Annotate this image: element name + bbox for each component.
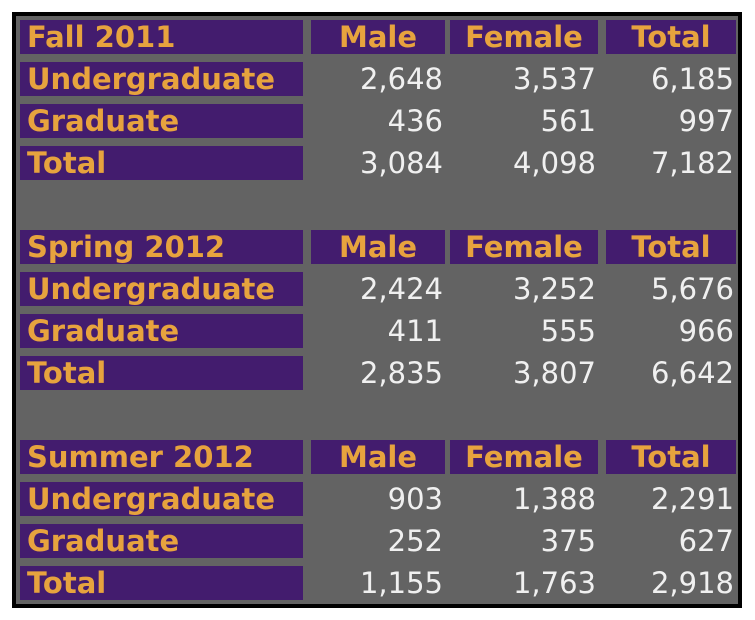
male-value: 1,155 xyxy=(359,566,443,600)
male-value: 3,084 xyxy=(359,146,443,180)
male-value: 411 xyxy=(387,314,443,348)
column-header-female: Female xyxy=(450,230,598,264)
female-value: 4,098 xyxy=(512,146,596,180)
total-value: 5,676 xyxy=(650,272,734,306)
column-header-total: Total xyxy=(606,230,736,264)
section-term-heading: Spring 2012 xyxy=(20,230,303,264)
column-header-male: Male xyxy=(311,440,445,474)
row-label: Undergraduate xyxy=(20,62,303,96)
total-value: 2,918 xyxy=(650,566,734,600)
total-value: 6,185 xyxy=(650,62,734,96)
male-value: 2,424 xyxy=(359,272,443,306)
column-header-total: Total xyxy=(606,20,736,54)
section-term-heading: Fall 2011 xyxy=(20,20,303,54)
male-value: 2,835 xyxy=(359,356,443,390)
female-value: 375 xyxy=(540,524,596,558)
column-header-male: Male xyxy=(311,230,445,264)
column-header-female: Female xyxy=(450,20,598,54)
row-label: Graduate xyxy=(20,524,303,558)
column-header-female: Female xyxy=(450,440,598,474)
total-value: 997 xyxy=(678,104,734,138)
enrollment-table: Fall 2011 Male Female Total Undergraduate 2,6… xyxy=(16,16,738,604)
male-value: 252 xyxy=(387,524,443,558)
row-label: Total xyxy=(20,356,303,390)
female-value: 1,388 xyxy=(512,482,596,516)
female-value: 3,807 xyxy=(512,356,596,390)
male-value: 436 xyxy=(387,104,443,138)
total-value: 6,642 xyxy=(650,356,734,390)
total-value: 7,182 xyxy=(650,146,734,180)
female-value: 3,537 xyxy=(512,62,596,96)
row-label: Total xyxy=(20,146,303,180)
total-value: 2,291 xyxy=(650,482,734,516)
row-label: Undergraduate xyxy=(20,272,303,306)
female-value: 1,763 xyxy=(512,566,596,600)
row-label: Undergraduate xyxy=(20,482,303,516)
female-value: 3,252 xyxy=(512,272,596,306)
total-value: 627 xyxy=(678,524,734,558)
female-value: 555 xyxy=(540,314,596,348)
male-value: 903 xyxy=(387,482,443,516)
row-label: Graduate xyxy=(20,104,303,138)
column-header-male: Male xyxy=(311,20,445,54)
female-value: 561 xyxy=(540,104,596,138)
enrollment-table-frame: Fall 2011 Male Female Total Undergraduate 2,6… xyxy=(12,12,742,608)
row-label: Graduate xyxy=(20,314,303,348)
male-value: 2,648 xyxy=(359,62,443,96)
total-value: 966 xyxy=(678,314,734,348)
column-header-total: Total xyxy=(606,440,736,474)
row-label: Total xyxy=(20,566,303,600)
section-term-heading: Summer 2012 xyxy=(20,440,303,474)
